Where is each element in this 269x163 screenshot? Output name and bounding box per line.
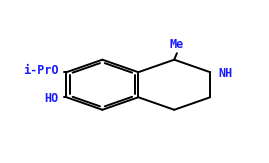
Text: NH: NH [218,67,232,80]
Text: i-PrO: i-PrO [23,64,58,77]
Text: HO: HO [44,92,58,105]
Text: Me: Me [170,38,184,51]
